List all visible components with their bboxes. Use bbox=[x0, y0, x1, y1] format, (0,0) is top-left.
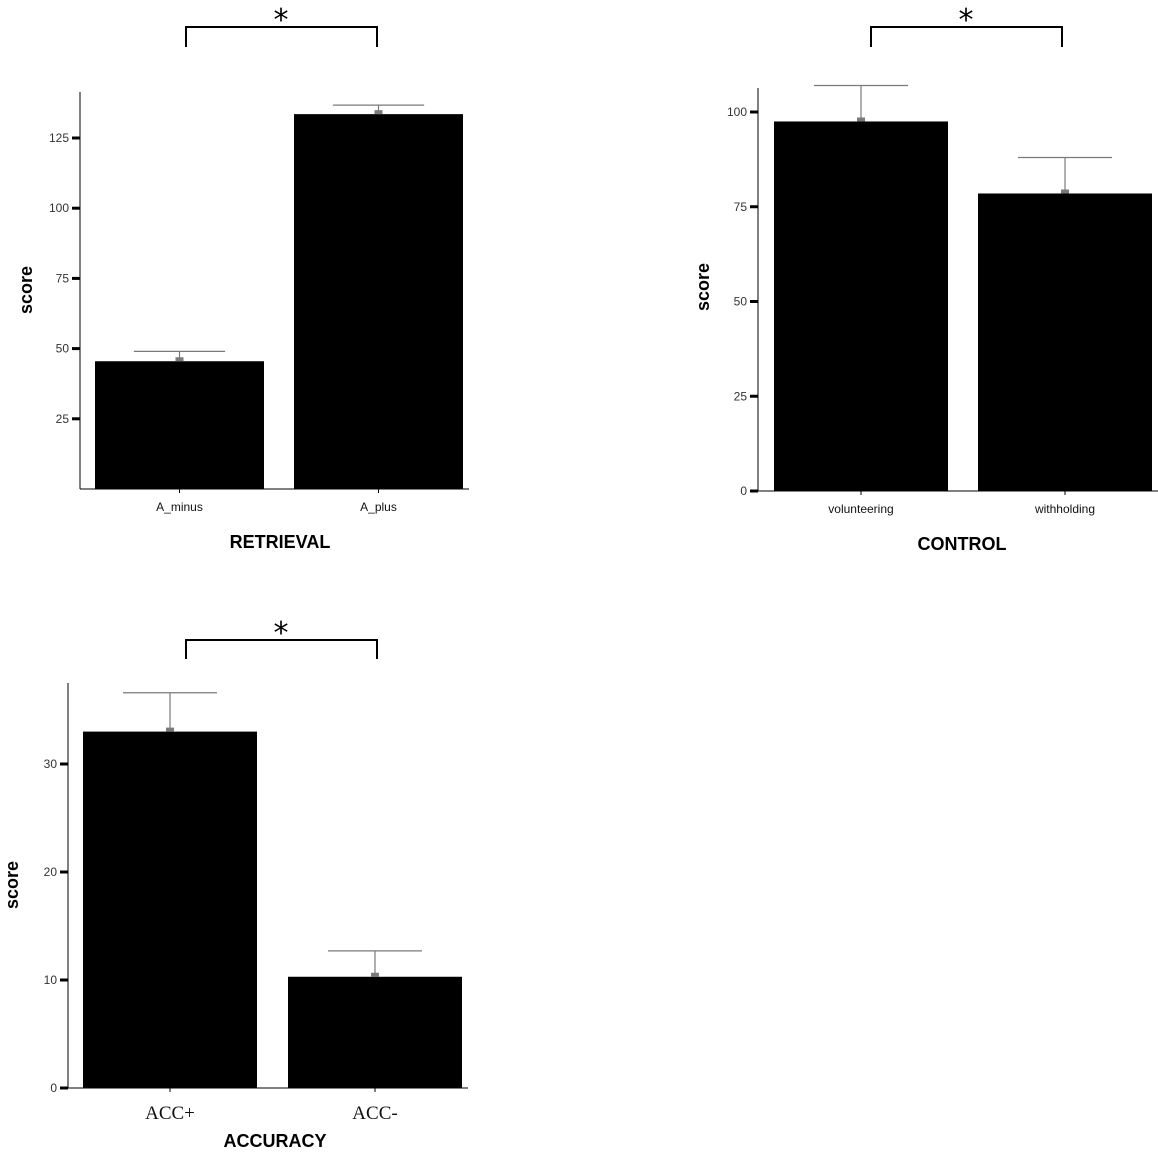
y-tick-label: 25 bbox=[734, 389, 748, 403]
y-tick-label: 25 bbox=[56, 412, 70, 426]
x-tick-label: A_minus bbox=[156, 500, 203, 514]
y-tick-label: 0 bbox=[50, 1081, 57, 1095]
retrieval-chart: 25 50 75 100 125 A_minus A_plus RETRIEVAL score * bbox=[16, 3, 469, 552]
bar-a-plus bbox=[294, 114, 463, 489]
x-axis-title: CONTROL bbox=[918, 534, 1007, 554]
bar-mean-marker bbox=[857, 117, 865, 122]
bar-mean-marker bbox=[1061, 189, 1069, 194]
significance-star: * bbox=[274, 616, 289, 651]
x-tick-label: A_plus bbox=[360, 500, 397, 514]
y-tick-label: 75 bbox=[734, 200, 748, 214]
x-tick-label: withholding bbox=[1034, 502, 1095, 516]
bar-withholding bbox=[978, 193, 1152, 492]
bar-mean-marker bbox=[374, 110, 383, 115]
y-tick-label: 0 bbox=[740, 484, 747, 498]
y-tick-label: 50 bbox=[734, 295, 748, 309]
y-axis-title: score bbox=[693, 263, 713, 311]
bar-a-minus bbox=[95, 361, 264, 489]
y-axis-title: score bbox=[2, 861, 22, 909]
accuracy-chart: 0 10 20 30 ACC+ ACC- ACCURACY score * bbox=[2, 616, 468, 1151]
significance-star: * bbox=[274, 3, 289, 38]
y-tick-label: 10 bbox=[44, 973, 58, 987]
x-axis-title: ACCURACY bbox=[224, 1131, 327, 1151]
bar-acc- bbox=[83, 731, 257, 1088]
x-tick-label: ACC+ bbox=[145, 1103, 195, 1124]
x-tick-label: volunteering bbox=[828, 502, 893, 516]
bar-mean-marker bbox=[371, 972, 379, 977]
y-tick-label: 20 bbox=[44, 865, 58, 879]
bar-volunteering bbox=[774, 121, 948, 491]
significance-bracket bbox=[185, 26, 378, 47]
y-tick-label: 100 bbox=[49, 201, 69, 215]
significance-bracket bbox=[870, 26, 1063, 47]
y-tick-label: 125 bbox=[49, 131, 69, 145]
x-tick-label: ACC- bbox=[352, 1103, 397, 1124]
significance-bracket bbox=[185, 639, 378, 659]
y-tick-label: 100 bbox=[727, 105, 747, 119]
y-tick-label: 50 bbox=[56, 342, 70, 356]
y-tick-label: 75 bbox=[56, 271, 70, 285]
bar-acc- bbox=[288, 976, 462, 1088]
control-chart: 0 25 50 75 100 volunteering withholding CONTROL… bbox=[693, 3, 1158, 554]
bar-mean-marker bbox=[166, 727, 174, 732]
bar-mean-marker bbox=[175, 357, 184, 362]
y-tick-label: 30 bbox=[44, 757, 58, 771]
x-axis-title: RETRIEVAL bbox=[230, 532, 331, 552]
y-axis-title: score bbox=[16, 266, 36, 314]
significance-star: * bbox=[959, 3, 974, 38]
